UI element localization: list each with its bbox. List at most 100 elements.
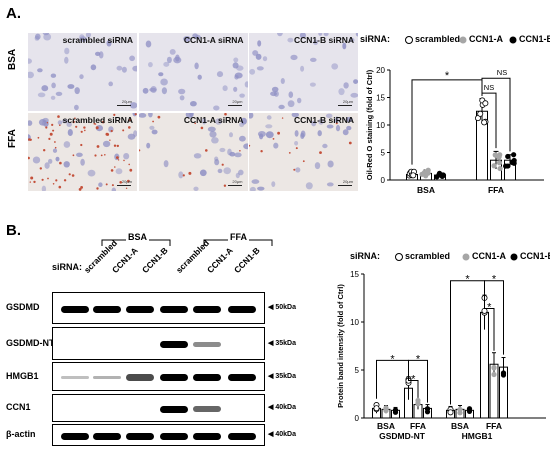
sig-bracket (450, 280, 485, 405)
y-tick-label: 10 (350, 318, 359, 327)
blot-strip (52, 362, 265, 391)
data-point (497, 165, 503, 172)
micrograph-label: CCN1-A siRNA (183, 115, 244, 125)
y-axis-label: Protein band intensity (fold of Ctrl) (336, 284, 345, 408)
blot-strip (52, 327, 265, 360)
micrograph-tile: scrambled siRNA 20μm (28, 113, 137, 191)
legend-b-item-scrambled: scrambled (405, 251, 451, 261)
kda-marker: ◀ 35kDa (268, 339, 296, 347)
data-point (373, 405, 380, 412)
scale-bar-text: 20μm (121, 179, 132, 184)
sig-bracket (376, 359, 409, 399)
micrograph-label: scrambled siRNA (62, 115, 133, 125)
row-label-ffa: FFA (7, 129, 18, 148)
data-point (511, 152, 517, 158)
chart-protein-band-intensity: 0 5 10 15 Protein band intensity (fold of Ct… (336, 270, 546, 441)
blot-name: HMGB1 (6, 370, 39, 381)
blot-band (126, 305, 154, 313)
blot-band (61, 305, 89, 313)
blot-name: GSDMD-NT (6, 337, 55, 348)
y-tick-label: 15 (350, 270, 359, 279)
data-point (481, 119, 488, 126)
blot-strip (52, 292, 265, 324)
x-tick-label: BSA (417, 185, 435, 195)
blot-band (61, 432, 89, 440)
sirna-label: siRNA: (52, 262, 83, 272)
sig-bracket (481, 92, 497, 149)
micrograph-tile: CCN1-B siRNA 20μm (249, 113, 358, 191)
data-point (496, 160, 503, 166)
data-point (491, 364, 497, 371)
blot-band (193, 432, 221, 440)
blot-band (93, 375, 121, 380)
blot-band (160, 405, 188, 413)
sig-bracket (408, 359, 428, 403)
sig-bracket (411, 79, 483, 165)
lane-label: CCN1-B (231, 245, 262, 275)
lane-label: CCN1-B (139, 245, 170, 275)
data-point (491, 371, 497, 378)
data-point (392, 409, 399, 415)
micrograph-label: CCN1-B siRNA (294, 115, 354, 125)
lane-label: CCN1-A (109, 245, 140, 275)
blot-band (193, 305, 221, 313)
kda-marker: ◀ 40kDa (268, 431, 296, 438)
legend-b-item-ccn1a: CCN1-A (472, 251, 507, 261)
blot-band (93, 305, 121, 313)
sig-label: NS (484, 83, 494, 92)
data-point (415, 400, 421, 406)
micrograph-label: CCN1-A siRNA (183, 35, 244, 45)
blot-name: GSDMD (6, 302, 40, 312)
scale-bar-text: 20μm (232, 179, 243, 184)
sig-label: * (492, 274, 497, 286)
group-label: GSDMD-NT (379, 431, 426, 441)
x-tick-label: BSA (377, 421, 395, 431)
data-point (477, 110, 484, 117)
legend-a: siRNA: scrambled CCN1-A CCN1-B (360, 33, 550, 47)
blot-strip (52, 424, 265, 446)
blot-band (160, 305, 188, 313)
blot-band (160, 374, 188, 381)
scale-bar (227, 104, 242, 106)
blot-strip (52, 394, 265, 422)
data-point (425, 167, 431, 173)
sig-bracket (408, 373, 419, 398)
y-tick-label: 15 (376, 94, 385, 103)
x-tick-label: BSA (451, 421, 469, 431)
micrograph-tile: CCN1-B siRNA 20μm (249, 33, 358, 111)
micrograph-tile: CCN1-A siRNA 20μm (138, 113, 248, 191)
scale-bar (117, 104, 131, 106)
data-point (505, 163, 511, 169)
sig-label: * (487, 302, 492, 314)
legend-a-item-scrambled: scrambled (415, 34, 461, 44)
data-point (457, 410, 463, 416)
panel-b-label: B. (6, 222, 21, 239)
legend-b: siRNA: scrambled CCN1-A CCN1-B (350, 250, 550, 264)
group-label-ffa: FFA (228, 232, 249, 242)
sig-label: * (416, 353, 421, 365)
data-point (482, 100, 489, 107)
legend-b-markers (395, 253, 518, 261)
group-label-bsa: BSA (126, 232, 150, 242)
data-point (440, 172, 446, 178)
y-tick-label: 10 (376, 121, 385, 130)
row-label-bsa: BSA (7, 48, 18, 70)
sig-label: * (465, 274, 470, 286)
micrograph-tile: CCN1-A siRNA 20μm (138, 33, 248, 111)
scale-bar-text: 20μm (232, 99, 243, 104)
micrograph-grid: scrambled siRNA 20μm CCN1-A siRNA 20μm CCN1-… (28, 33, 358, 191)
y-tick-label: 20 (376, 66, 385, 75)
legend-b-prefix: siRNA: (350, 251, 381, 261)
kda-marker: ◀ 35kDa (268, 372, 296, 380)
sig-bracket (481, 77, 511, 152)
sig-label: * (445, 70, 450, 82)
kda-marker: ◀ 40kDa (268, 404, 296, 411)
sig-label: * (411, 374, 416, 386)
legend-a-item-ccn1b: CCN1-B (519, 34, 550, 44)
sig-bracket (484, 280, 504, 355)
y-tick-label: 0 (355, 414, 360, 423)
data-point (500, 370, 507, 376)
legend-b-item-ccn1b: CCN1-B (520, 251, 550, 261)
data-point (383, 408, 389, 414)
